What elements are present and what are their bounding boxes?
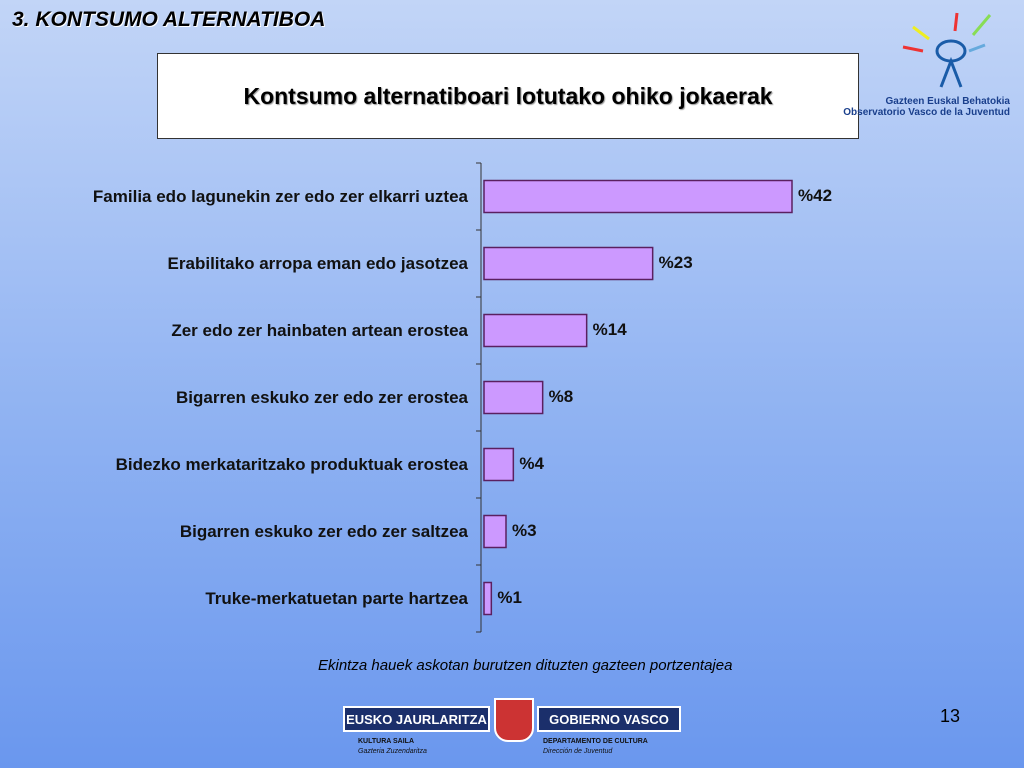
footer-text: DEPARTAMENTO DE CULTURA — [543, 738, 648, 745]
category-label: Bidezko merkataritzako produktuak eroste… — [115, 454, 468, 474]
chart-note: Ekintza hauek askotan burutzen dituzten … — [318, 657, 733, 674]
category-label: Bigarren eskuko zer edo zer erostea — [176, 387, 468, 407]
value-label: %1 — [497, 588, 522, 607]
footer-text: KULTURA SAILA — [358, 738, 414, 745]
bar — [483, 313, 588, 348]
category-label: Truke-merkatuetan parte hartzea — [205, 588, 468, 608]
footer-logo: EUSKO JAURLARITZA — [343, 706, 490, 732]
category-label: Erabilitako arropa eman edo jasotzea — [167, 253, 468, 273]
value-label: %3 — [512, 521, 537, 540]
value-label: %14 — [593, 320, 628, 339]
observatory-logo — [902, 12, 992, 88]
category-label-box: Truke-merkatuetan parte hartzea — [40, 569, 468, 629]
footer-logo: GOBIERNO VASCO — [537, 706, 681, 732]
category-label-box: Familia edo lagunekin zer edo zer elkarr… — [40, 167, 468, 227]
bar — [483, 246, 654, 281]
coat-of-arms — [494, 698, 534, 742]
observatory-name: Gazteen Euskal Behatokia — [885, 96, 1011, 107]
chart-title: Kontsumo alternatiboari lotutako ohiko j… — [157, 53, 859, 139]
category-label-box: Bigarren eskuko zer edo zer saltzea — [40, 502, 468, 562]
category-label: Zer edo zer hainbaten artean erostea — [171, 320, 468, 340]
page-number: 13 — [940, 706, 961, 726]
category-label-box: Zer edo zer hainbaten artean erostea — [40, 301, 468, 361]
category-label-box: Bigarren eskuko zer edo zer erostea — [40, 368, 468, 428]
bar — [483, 179, 793, 214]
category-label: Familia edo lagunekin zer edo zer elkarr… — [92, 186, 468, 206]
value-label: %42 — [798, 186, 832, 205]
category-label-box: Bidezko merkataritzako produktuak eroste… — [40, 435, 468, 495]
bar — [483, 581, 493, 616]
value-label: %4 — [519, 454, 544, 473]
value-label: %23 — [659, 253, 693, 272]
bar — [483, 514, 507, 549]
footer-text: Gazteria Zuzendaritza — [358, 748, 427, 755]
footer-text: Dirección de Juventud — [543, 748, 613, 755]
observatory-name: Observatorio Vasco de la Juventud — [843, 107, 1010, 118]
bar — [483, 380, 544, 415]
category-label: Bigarren eskuko zer edo zer saltzea — [179, 521, 468, 541]
category-label-box: Erabilitako arropa eman edo jasotzea — [40, 234, 468, 294]
heading: 3. KONTSUMO ALTERNATIBOA — [12, 8, 326, 31]
chart: %42 %23 %14 %8 %4 %3 %1 — [476, 162, 832, 633]
value-label: %8 — [549, 387, 574, 406]
bar — [483, 447, 515, 482]
